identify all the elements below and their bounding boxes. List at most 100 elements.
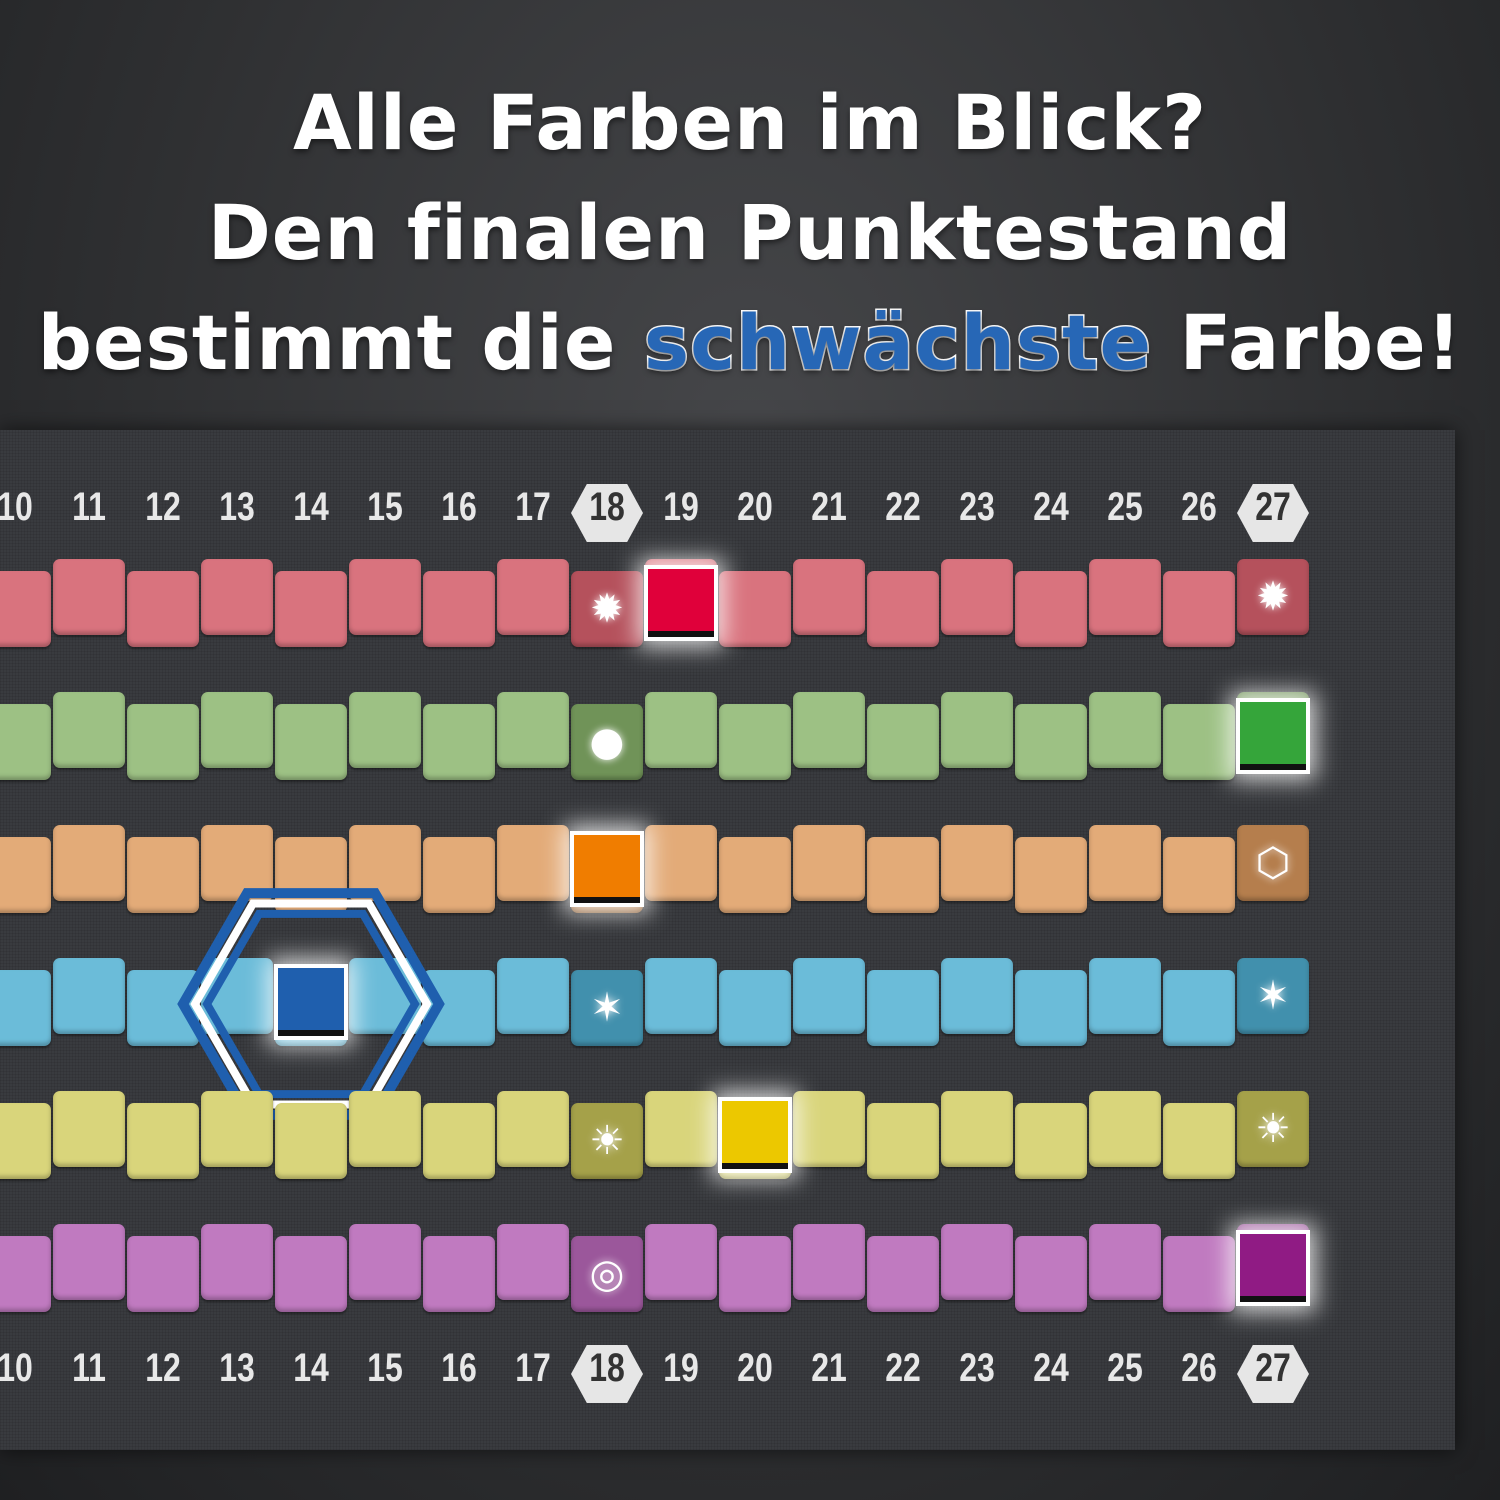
- hex-badge: [571, 484, 643, 542]
- yellow-score-token: [722, 1101, 788, 1169]
- green-track-cell: [275, 704, 347, 780]
- green-track-cell: [867, 704, 939, 780]
- marble-icon: ●: [589, 719, 625, 765]
- orange-track-cell: [497, 825, 569, 901]
- blue-track-cell: [645, 958, 717, 1034]
- orange-track-cell: [1237, 825, 1309, 901]
- blue-track-cell: [53, 958, 125, 1034]
- red-track-cell: [1163, 571, 1235, 647]
- yellow-track-cell: [1163, 1103, 1235, 1179]
- purple-track-cell: [275, 1236, 347, 1312]
- red-track-cell: [1237, 559, 1309, 635]
- red-track-cell: [497, 559, 569, 635]
- score-number: 13: [219, 1346, 255, 1390]
- purple-track-cell: [423, 1236, 495, 1312]
- orange-track-cell: [1089, 825, 1161, 901]
- yellow-track-cell: [127, 1103, 199, 1179]
- orange-track-cell: [867, 837, 939, 913]
- orange-track-cell: [793, 825, 865, 901]
- headline-text: Farbe!: [1179, 298, 1463, 387]
- purple-track-cell: [1089, 1224, 1161, 1300]
- purple-track-cell: [571, 1236, 643, 1312]
- score-number: 26: [1181, 1346, 1217, 1390]
- orange-track-cell: [127, 837, 199, 913]
- red-track-cell: [349, 559, 421, 635]
- score-number: 18: [589, 1346, 625, 1390]
- blue-track-cell: [1089, 958, 1161, 1034]
- headline-text: bestimmt die: [37, 298, 617, 387]
- yellow-track-cell: [867, 1103, 939, 1179]
- orange-track-cell: [53, 825, 125, 901]
- score-number: 19: [663, 1346, 699, 1390]
- purple-track-cell: [1163, 1236, 1235, 1312]
- blue-track-cell: [793, 958, 865, 1034]
- yellow-track-cell: [793, 1091, 865, 1167]
- red-track-cell: [0, 571, 51, 647]
- headline-highlight: schwächste: [642, 297, 1153, 389]
- score-number: 14: [293, 1346, 329, 1390]
- score-number: 11: [72, 485, 106, 529]
- score-number: 22: [885, 485, 921, 529]
- score-number: 27: [1255, 485, 1291, 529]
- score-number: 15: [367, 1346, 403, 1390]
- purple-track-cell: [645, 1224, 717, 1300]
- score-number: 24: [1033, 485, 1069, 529]
- green-track-cell: [1015, 704, 1087, 780]
- hex-badge: [571, 1345, 643, 1403]
- hex-badge: [1237, 1345, 1309, 1403]
- blue-track-cell: [571, 970, 643, 1046]
- red-track-cell: [571, 571, 643, 647]
- green-track-cell: [941, 692, 1013, 768]
- orange-track-cell: [423, 837, 495, 913]
- green-track-cell: [1089, 692, 1161, 768]
- score-number: 16: [441, 1346, 477, 1390]
- purple-score-token: [1240, 1234, 1306, 1302]
- green-track-cell: [0, 704, 51, 780]
- score-number: 11: [72, 1346, 106, 1390]
- red-track-cell: [1089, 559, 1161, 635]
- green-track-cell: [571, 704, 643, 780]
- score-number: 27: [1255, 1346, 1291, 1390]
- red-score-token: [648, 569, 714, 637]
- score-number: 23: [959, 1346, 995, 1390]
- yellow-track-cell: [571, 1103, 643, 1179]
- orange-track-cell: [719, 837, 791, 913]
- green-track-cell: [719, 704, 791, 780]
- red-track-cell: [793, 559, 865, 635]
- orange-track-cell: [645, 825, 717, 901]
- green-track-cell: [645, 692, 717, 768]
- hex-badge: [1237, 484, 1309, 542]
- sun-icon: ☀: [589, 1118, 625, 1164]
- purple-track-cell: [793, 1224, 865, 1300]
- score-number: 10: [0, 485, 33, 529]
- purple-track-cell: [201, 1224, 273, 1300]
- score-number: 14: [293, 485, 329, 529]
- score-number: 17: [515, 485, 551, 529]
- green-track-cell: [793, 692, 865, 768]
- green-track-cell: [423, 704, 495, 780]
- blue-track-cell: [867, 970, 939, 1046]
- score-number: 26: [1181, 485, 1217, 529]
- purple-track-cell: [867, 1236, 939, 1312]
- green-score-token: [1240, 702, 1306, 770]
- score-number: 15: [367, 485, 403, 529]
- purple-track-cell: [719, 1236, 791, 1312]
- orange-track-cell: [0, 837, 51, 913]
- blue-track-cell: [0, 970, 51, 1046]
- score-board: 10 11 12 13 14 15 16 17 18 19 20 21 22 23 24 25 26 27 10 11…: [0, 430, 1455, 1450]
- score-number: 13: [219, 485, 255, 529]
- yellow-track-cell: [53, 1091, 125, 1167]
- blue-track-cell: [497, 958, 569, 1034]
- yellow-track-cell: [497, 1091, 569, 1167]
- star-icon: ✶: [1256, 973, 1290, 1019]
- yellow-track-cell: [275, 1103, 347, 1179]
- blue-track-cell: [719, 970, 791, 1046]
- blue-track-cell: [941, 958, 1013, 1034]
- red-track-cell: [1015, 571, 1087, 647]
- green-track-cell: [53, 692, 125, 768]
- orange-track-cell: [941, 825, 1013, 901]
- score-number: 24: [1033, 1346, 1069, 1390]
- red-track-cell: [127, 571, 199, 647]
- headline-line-3: bestimmt die schwächste Farbe!: [0, 297, 1500, 389]
- score-number: 20: [737, 485, 773, 529]
